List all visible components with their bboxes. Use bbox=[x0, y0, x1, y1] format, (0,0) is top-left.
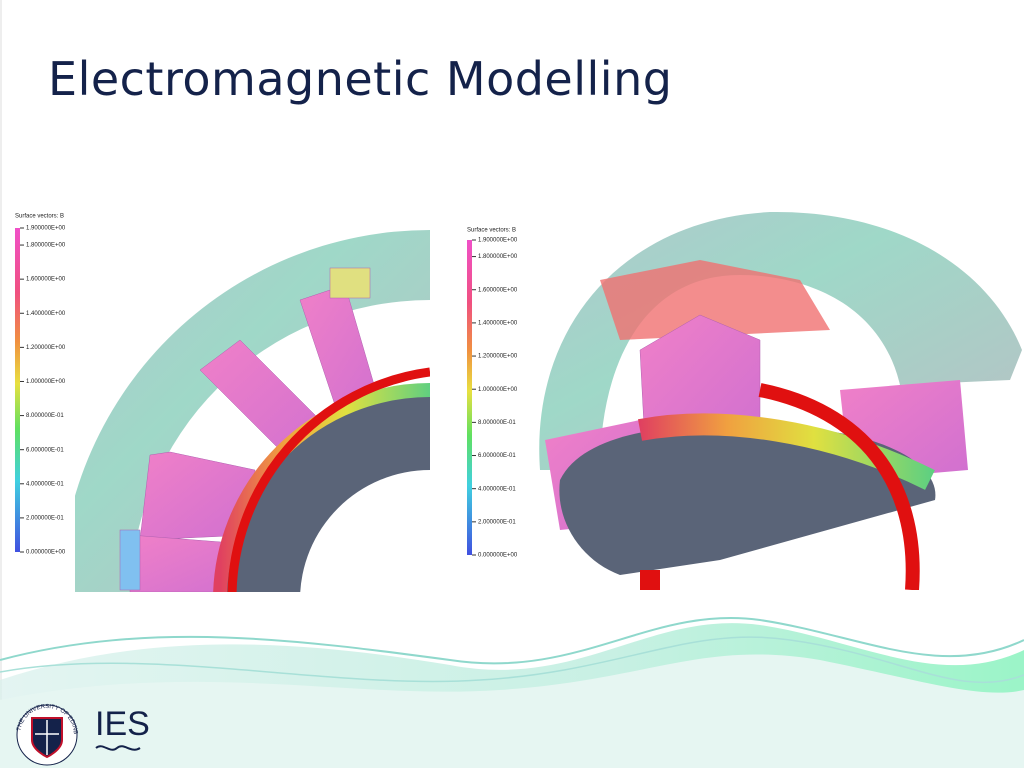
legend-tick-label: 6.000000E-01 bbox=[26, 447, 64, 453]
legend-ticks: 1.900000E+00 1.800000E+00 1.600000E+00 1.40… bbox=[20, 226, 66, 556]
legend-tick-label: 0.000000E+00 bbox=[26, 550, 66, 556]
legend-tick-label: 8.000000E-01 bbox=[26, 413, 64, 419]
color-bar bbox=[15, 228, 20, 552]
legend-tick-label: 1.000000E+00 bbox=[26, 379, 66, 385]
legend-tick-label: 1.600000E+00 bbox=[478, 287, 518, 293]
legend-title: Surface vectors: B bbox=[467, 228, 516, 234]
legend-tick-label: 1.800000E+00 bbox=[478, 254, 518, 260]
legend-tick-label: 6.000000E-01 bbox=[478, 453, 516, 459]
legend-tick-label: 1.600000E+00 bbox=[26, 277, 66, 283]
legend-tick-label: 4.000000E-01 bbox=[26, 481, 64, 487]
footer-waves bbox=[0, 617, 1024, 768]
legend-ticks: 1.900000E+00 1.800000E+00 1.600000E+00 1.40… bbox=[472, 238, 518, 559]
slide-title: Electromagnetic Modelling bbox=[48, 52, 673, 106]
legend-tick-label: 1.200000E+00 bbox=[478, 354, 518, 360]
university-crest bbox=[16, 704, 78, 766]
legend-tick-label: 0.000000E+00 bbox=[478, 553, 518, 559]
color-bar bbox=[467, 240, 472, 555]
legend-tick-label: 2.000000E-01 bbox=[478, 519, 516, 525]
legend-tick-label: 1.400000E+00 bbox=[478, 320, 518, 326]
legend-tick-label: 1.900000E+00 bbox=[26, 226, 66, 232]
legend-tick-label: 1.200000E+00 bbox=[26, 345, 66, 351]
university-name-path: THE UNIVERSITY OF EDINBURGH bbox=[0, 0, 78, 735]
legend-tick-label: 8.000000E-01 bbox=[478, 420, 516, 426]
legend-tick-label: 2.000000E-01 bbox=[26, 515, 64, 521]
legend-tick-label: 1.000000E+00 bbox=[478, 387, 518, 393]
legend-tick-label: 1.400000E+00 bbox=[26, 311, 66, 317]
left-simulation bbox=[75, 230, 430, 592]
university-name: THE UNIVERSITY OF EDINBURGH bbox=[0, 0, 78, 735]
legend-tick-label: 1.900000E+00 bbox=[478, 238, 518, 244]
legend-tick-label: 4.000000E-01 bbox=[478, 486, 516, 492]
right-simulation bbox=[539, 211, 1022, 590]
logo-text: IES bbox=[95, 705, 150, 743]
legend-title: Surface vectors: B bbox=[15, 214, 64, 220]
legend-tick-label: 1.800000E+00 bbox=[26, 243, 66, 249]
